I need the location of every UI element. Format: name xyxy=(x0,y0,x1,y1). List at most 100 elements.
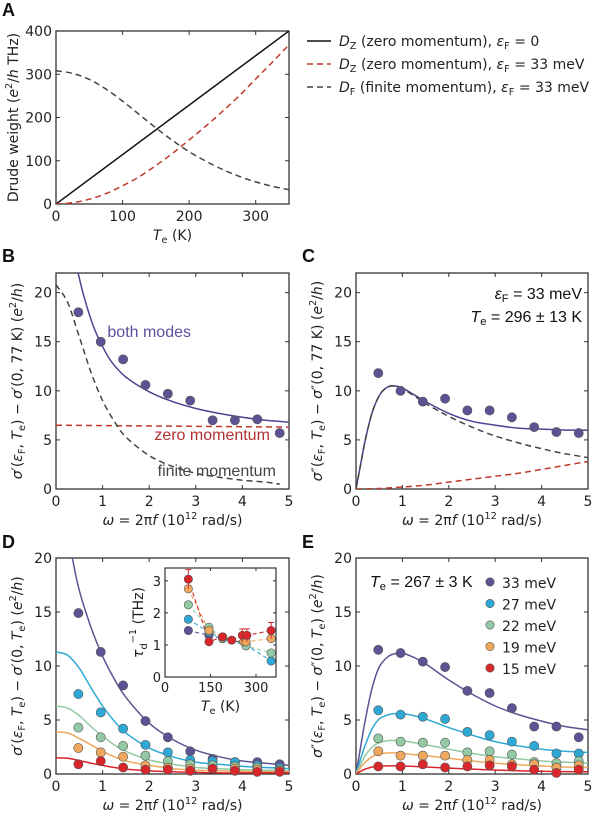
series-line-2 xyxy=(56,284,280,485)
y-tick-label: 0 xyxy=(43,482,52,498)
label-part: ) ( xyxy=(10,610,26,625)
data-point xyxy=(484,405,495,416)
fit-line-27-meV xyxy=(56,651,289,770)
x-tick-label: 3 xyxy=(191,779,200,795)
label-part: −1 xyxy=(128,629,139,643)
data-point-33-meV xyxy=(95,647,106,657)
label-part: e xyxy=(310,306,326,315)
data-point xyxy=(462,405,473,416)
label-part: (K) xyxy=(168,228,193,244)
label-part: σ xyxy=(310,389,326,399)
label-part: F xyxy=(504,64,510,75)
inset-x-tick-label: 150 xyxy=(198,681,223,696)
label-part: = 0 xyxy=(510,34,540,50)
label-part: 2 xyxy=(8,302,19,308)
label-part: e xyxy=(317,425,328,431)
panel-label: D xyxy=(2,532,15,552)
label-part: d xyxy=(139,643,150,649)
data-point-27-meV xyxy=(162,747,173,758)
data-point-27-meV xyxy=(395,709,406,720)
y-tick-label: 5 xyxy=(43,713,52,729)
label-part: (10 xyxy=(457,513,485,529)
label-part: = 267 ± 3 K xyxy=(386,574,473,591)
data-point-33-meV xyxy=(507,703,517,714)
legend-marker xyxy=(485,641,495,651)
label-part: = 2π xyxy=(114,513,153,529)
data-point-15-meV xyxy=(252,766,263,777)
label-part: rad/s) xyxy=(497,798,542,814)
data-point-15-meV xyxy=(395,761,406,772)
panel-a: A 0 100 200 300 0 100 200 300 400 Te (K) Drude weig… xyxy=(2,0,590,246)
label-part: f xyxy=(452,513,459,529)
x-tick-label: 5 xyxy=(285,779,294,795)
x-tick-label: 3 xyxy=(491,494,500,510)
inset-data-point xyxy=(266,648,276,658)
label-part: T xyxy=(201,699,211,715)
data-point-19-meV xyxy=(118,751,129,762)
label-part: f xyxy=(152,513,159,529)
data-point-22-meV xyxy=(417,737,428,748)
data-point-15-meV xyxy=(140,764,151,775)
data-point-15-meV xyxy=(162,764,173,775)
data-point-27-meV xyxy=(417,711,428,722)
x-tick-label: 5 xyxy=(584,494,593,510)
panel-label: B xyxy=(2,246,15,266)
data-point xyxy=(73,307,84,318)
y-tick-label: 15 xyxy=(34,605,52,621)
label-part: σ xyxy=(10,389,26,399)
data-point-27-meV xyxy=(551,748,562,759)
data-point-22-meV xyxy=(440,737,450,748)
label-part: = 2π xyxy=(114,798,153,814)
inset-data-point xyxy=(183,574,193,584)
series-line-2 xyxy=(356,460,588,489)
label-part: 2 xyxy=(4,83,15,89)
label-part: (10 xyxy=(457,798,485,814)
y-tick-label: 20 xyxy=(334,551,352,567)
label-part: D xyxy=(339,80,350,96)
data-point-15-meV xyxy=(573,764,584,775)
y-axis-label: σ′(εF, Te) − σ′(0, Te) (e2/h) xyxy=(8,576,28,756)
data-point xyxy=(373,368,384,379)
data-point-15-meV xyxy=(95,756,106,766)
label-part: ) − xyxy=(310,399,326,425)
label-part: σ xyxy=(310,748,326,758)
data-point xyxy=(395,385,406,396)
data-point-33-meV xyxy=(551,721,562,732)
inset-series-line xyxy=(188,618,272,662)
label-part: ′(0, 77 K) ( xyxy=(10,317,26,390)
data-point-27-meV xyxy=(95,707,106,718)
label-part: ε xyxy=(310,730,326,738)
y-tick-label: 400 xyxy=(25,24,52,40)
data-point-15-meV xyxy=(440,762,450,773)
inset-data-point xyxy=(183,626,193,636)
label-part: ω xyxy=(402,798,414,814)
legend-marker xyxy=(485,577,495,587)
label-part: ″( xyxy=(310,462,326,473)
label-part: ε xyxy=(310,454,326,462)
inset-data-point xyxy=(266,656,276,666)
data-point-33-meV xyxy=(573,732,584,743)
inset-y-tick-label: 0 xyxy=(153,671,161,686)
data-point-19-meV xyxy=(73,743,84,753)
x-axis-label: Te (K) xyxy=(153,228,192,246)
label-part: F xyxy=(17,725,28,731)
fit-line-15-meV xyxy=(356,765,588,774)
legend-entry: DZ (zero momentum), εF = 0 xyxy=(339,34,539,52)
legend: DZ (zero momentum), εF = 0DZ (zero momen… xyxy=(307,34,590,98)
x-tick-label: 2 xyxy=(145,779,154,795)
legend-entry: DF (finite momentum), εF = 33 meV xyxy=(339,80,590,98)
data-point-15-meV xyxy=(230,765,240,776)
data-point-33-meV xyxy=(440,662,450,672)
data-point-19-meV xyxy=(440,750,450,761)
y-tick-label: 5 xyxy=(43,433,52,449)
label-part: ) − xyxy=(10,399,26,425)
series-line-0 xyxy=(77,273,289,423)
y-tick-label: 0 xyxy=(43,767,52,783)
data-point xyxy=(140,380,151,390)
x-tick-label: 4 xyxy=(537,779,546,795)
label-part: h xyxy=(6,69,22,78)
label-part: e xyxy=(17,425,28,431)
label-part: F xyxy=(317,725,328,731)
data-point-22-meV xyxy=(395,736,406,747)
